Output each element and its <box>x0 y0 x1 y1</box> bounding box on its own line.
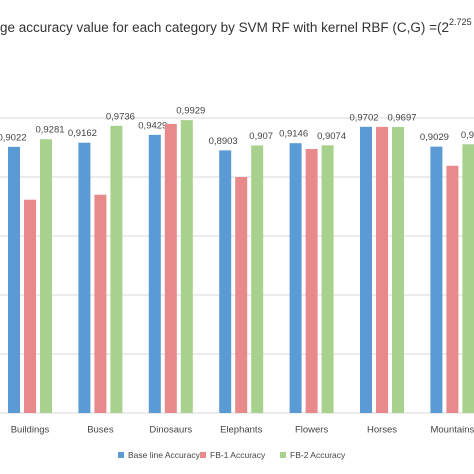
bar <box>78 142 91 413</box>
legend-swatch <box>118 452 124 458</box>
bar <box>305 148 318 413</box>
title-part: 2.725 <box>449 17 472 27</box>
value-label: 0,907 <box>249 131 273 142</box>
bar <box>235 177 248 413</box>
x-tick-label: Buses <box>87 425 114 436</box>
bar <box>321 145 334 413</box>
bar <box>289 143 302 413</box>
bar <box>110 125 123 414</box>
bar <box>24 199 36 413</box>
x-tick-label: Mountains <box>430 425 474 436</box>
value-label: 0,911 <box>461 130 474 141</box>
value-label: 0,9146 <box>279 129 308 140</box>
bar <box>94 194 107 413</box>
bar <box>360 126 372 413</box>
value-label: 0,8903 <box>209 136 238 147</box>
legend-label: FB-2 Accuracy <box>290 450 346 460</box>
x-tick-label: Buildings <box>11 425 50 436</box>
value-label: 0,9736 <box>106 111 135 122</box>
legend-swatch <box>200 452 206 458</box>
bar <box>148 134 161 414</box>
x-tick-label: Dinosaurs <box>149 425 192 436</box>
value-label: 0,9697 <box>387 112 416 123</box>
legend-label: FB-1 Accuracy <box>210 450 266 460</box>
value-label: 0,9022 <box>0 132 27 143</box>
bar <box>8 146 20 413</box>
legend-label: Base line Accuracy <box>128 450 201 460</box>
value-label: 0,9702 <box>349 112 378 123</box>
value-label: 0,9162 <box>68 128 97 139</box>
bar <box>446 165 459 413</box>
bar <box>164 123 177 414</box>
bar <box>180 120 193 414</box>
x-tick-label: Horses <box>367 425 397 436</box>
chart-title: ge accuracy value for each category by S… <box>0 17 474 34</box>
bar <box>219 150 232 413</box>
legend-swatch <box>280 452 286 458</box>
x-tick-label: Flowers <box>295 425 329 436</box>
bar <box>40 139 52 413</box>
title-part: ge accuracy value for each category by S… <box>0 20 449 35</box>
value-label: 0,9074 <box>317 131 346 142</box>
bar <box>392 126 404 413</box>
value-label: 0,9429 <box>138 120 167 131</box>
bar <box>376 126 388 413</box>
bar <box>462 144 474 413</box>
value-label: 0,9029 <box>420 132 449 143</box>
title-part: , 2 <box>472 20 474 35</box>
value-label: 0,9929 <box>176 106 205 117</box>
x-tick-label: Elephants <box>220 425 263 436</box>
bar <box>430 146 443 413</box>
bar <box>251 145 264 413</box>
value-label: 0,9281 <box>35 125 64 136</box>
